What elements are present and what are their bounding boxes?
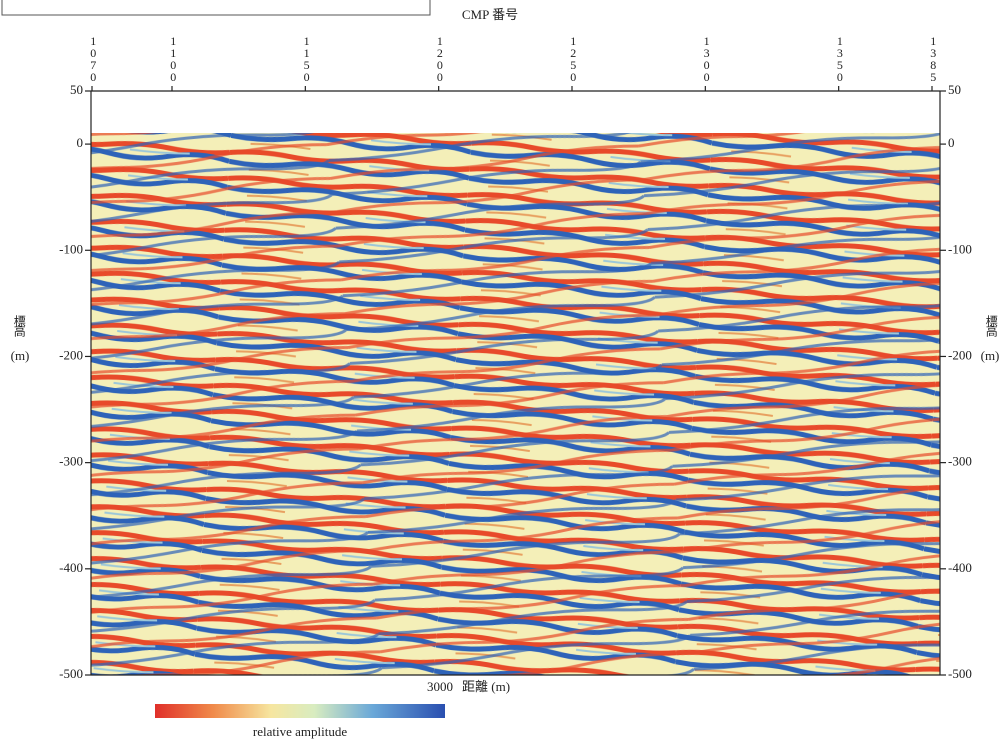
y-tick-label: -200 — [59, 347, 83, 362]
y-label: 標高 — [12, 315, 26, 338]
x-top-tick-label: 1250 — [566, 34, 580, 82]
y-tick-label-right: -100 — [948, 241, 972, 256]
y-tick-label: 50 — [70, 82, 83, 97]
y-label-unit-right: (m) — [981, 348, 1000, 363]
seismic-image — [91, 133, 940, 675]
y-tick-label: -300 — [59, 454, 83, 469]
x-top-tick-label: 1300 — [700, 34, 714, 82]
colorbar-label: relative amplitude — [253, 724, 347, 739]
x-top-tick-label: 1385 — [926, 34, 940, 82]
x-top-tick-label: 1200 — [433, 34, 447, 82]
x-top-tick-label: 1350 — [833, 34, 847, 82]
y-label-right: 標高 — [984, 315, 998, 338]
y-tick-label: 0 — [77, 135, 84, 150]
y-tick-label-right: -300 — [948, 454, 972, 469]
colorbar — [155, 704, 445, 718]
x-top-tick-label: 1070 — [86, 34, 100, 82]
y-tick-label-right: 0 — [948, 135, 955, 150]
x-bottom-label: 距離 (m) — [462, 679, 510, 694]
x-top-tick-label: 1100 — [166, 34, 180, 82]
y-tick-label-right: -200 — [948, 347, 972, 362]
y-tick-label: -500 — [59, 666, 83, 681]
x-top-label: CMP 番号 — [462, 7, 518, 22]
y-tick-label: -400 — [59, 560, 83, 575]
x-top-tick-label: 1150 — [300, 34, 314, 82]
y-tick-label-right: -500 — [948, 666, 972, 681]
x-bottom-tick: 3000 — [427, 679, 453, 694]
y-tick-label-right: -400 — [948, 560, 972, 575]
y-tick-label: -100 — [59, 241, 83, 256]
y-label-unit: (m) — [11, 348, 30, 363]
y-tick-label-right: 50 — [948, 82, 961, 97]
frame-fragment — [1, 0, 431, 16]
